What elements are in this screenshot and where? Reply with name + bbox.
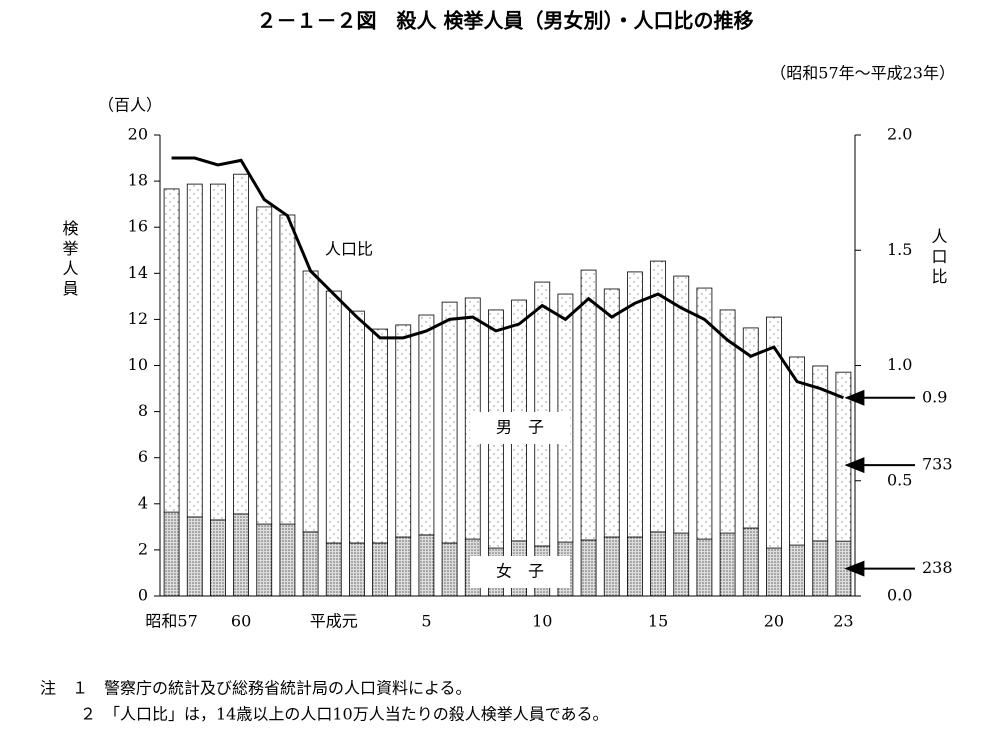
bar — [418, 534, 435, 597]
bar — [325, 290, 342, 544]
x-tick-label: 60 — [231, 612, 251, 631]
chart-title: ２－１－２図 殺人 検挙人員（男女別）・人口比の推移 — [257, 9, 754, 33]
bar — [349, 310, 365, 544]
y-tick-label: 8 — [138, 401, 148, 420]
bar — [789, 356, 805, 546]
y-tick-label: 2 — [138, 539, 148, 558]
label-bg — [470, 412, 570, 444]
bar — [835, 371, 852, 542]
label-bg — [470, 556, 570, 588]
line — [171, 156, 844, 400]
series-label: 女 子 — [496, 562, 544, 581]
y2-axis-label: 人口比 — [929, 228, 948, 288]
bar — [418, 314, 435, 536]
note: 注 １ 警察庁の統計及び総務省統計局の人口資料による。 — [40, 679, 472, 698]
y-tick-label: 14 — [128, 263, 148, 282]
y-tick-label: 6 — [138, 447, 148, 466]
bar — [812, 365, 829, 542]
bar — [372, 328, 388, 544]
bar — [302, 270, 319, 533]
y-unit: （百人） — [98, 96, 162, 115]
bar — [812, 540, 829, 597]
end-label: 238 — [922, 558, 953, 577]
bar — [395, 324, 412, 538]
bar — [186, 516, 203, 597]
y-tick-label: 4 — [138, 493, 148, 512]
series-label: 男 子 — [496, 418, 544, 437]
end-label: 0.9 — [922, 387, 947, 406]
bar — [627, 271, 643, 538]
bar — [279, 214, 296, 525]
bar — [603, 536, 620, 597]
bar — [233, 513, 249, 597]
x-tick-label: 20 — [764, 612, 784, 631]
bar — [719, 532, 736, 597]
bar — [441, 542, 458, 597]
y-tick-label: 18 — [128, 171, 148, 190]
bar — [766, 547, 782, 597]
bar — [766, 316, 782, 549]
x-tick-label: 23 — [833, 612, 853, 631]
bar — [163, 188, 180, 513]
y-tick-label: 12 — [128, 309, 148, 328]
x-tick-label: 昭和57 — [145, 612, 197, 631]
bar — [349, 542, 365, 597]
bar — [627, 536, 643, 597]
bar — [186, 183, 203, 518]
bar — [650, 260, 666, 533]
y-tick-label: 10 — [128, 355, 148, 374]
bar — [302, 531, 319, 597]
y2-tick-label: 2.0 — [887, 125, 912, 144]
bar — [395, 536, 412, 597]
bar — [441, 301, 458, 544]
bar — [742, 327, 759, 529]
bar — [210, 183, 226, 521]
bar — [279, 523, 296, 597]
y-axis-label: 検挙人員 — [60, 220, 79, 300]
subtitle: （昭和57年～平成23年） — [770, 64, 955, 83]
x-tick-label: 15 — [648, 612, 668, 631]
bar — [580, 539, 597, 597]
y-tick-label: 0 — [138, 586, 148, 605]
x-tick-label: 10 — [532, 612, 552, 631]
end-label: 733 — [922, 455, 953, 474]
bar — [650, 531, 666, 597]
bar — [789, 544, 805, 597]
bar — [719, 309, 736, 534]
bar — [256, 523, 273, 597]
y2-tick-label: 0.0 — [887, 586, 912, 605]
y-tick-label: 20 — [128, 125, 148, 144]
x-tick-label: 平成元 — [310, 612, 358, 631]
bar — [580, 269, 597, 541]
note: ２ 「人口比」は，14歳以上の人口10万人当たりの殺人検挙人員である。 — [80, 705, 609, 724]
x-tick-label: 5 — [421, 612, 431, 631]
y-tick-label: 16 — [128, 217, 148, 236]
y2-tick-label: 0.5 — [887, 470, 912, 489]
bar — [233, 173, 249, 515]
bar — [673, 275, 690, 534]
y2-tick-label: 1.0 — [887, 355, 912, 374]
bar — [372, 542, 388, 597]
line-label: 人口比 — [325, 240, 373, 259]
bar — [696, 287, 713, 540]
bar — [673, 532, 690, 597]
bar — [603, 288, 620, 538]
bar — [696, 538, 713, 597]
bar — [256, 206, 273, 525]
y2-tick-label: 1.5 — [887, 240, 912, 259]
bar — [325, 542, 342, 597]
bar — [210, 519, 226, 597]
bar — [163, 511, 180, 597]
bar — [742, 527, 759, 597]
